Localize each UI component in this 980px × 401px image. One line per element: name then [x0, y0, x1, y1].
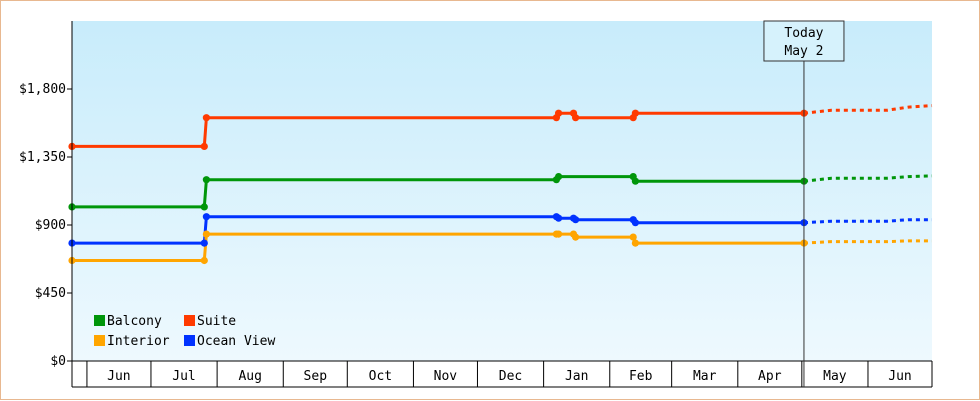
data-point-suite[interactable]	[200, 142, 208, 150]
data-point-balcony[interactable]	[202, 176, 210, 184]
data-point-ocean-view[interactable]	[202, 213, 210, 221]
data-point-balcony[interactable]	[555, 173, 563, 181]
legend-swatch-ocean-view[interactable]	[184, 335, 195, 346]
legend-swatch-interior[interactable]	[94, 335, 105, 346]
legend-label-ocean-view[interactable]: Ocean View	[197, 334, 275, 349]
axes: $0 $450 $900 $1,350 $1,800 Jun Jul Aug Sep Oct Nov…	[19, 21, 933, 388]
data-point-balcony[interactable]	[200, 203, 208, 211]
legend-label-interior[interactable]: Interior	[107, 334, 170, 349]
x-tick-label: Sep	[304, 369, 328, 384]
today-marker: Today May 2	[763, 20, 845, 387]
forecast-line-interior	[803, 239, 932, 245]
data-point-interior[interactable]	[629, 233, 637, 241]
y-tick-label: $1,350	[19, 150, 66, 165]
x-tick-label: Apr	[758, 369, 782, 384]
data-point-balcony[interactable]	[631, 177, 640, 185]
data-point-ocean-view[interactable]	[200, 239, 208, 247]
y-tick-label: $900	[35, 218, 66, 233]
data-point-suite[interactable]	[555, 109, 563, 117]
data-point-ocean-view[interactable]	[555, 214, 563, 222]
forecast-lines	[803, 104, 933, 245]
x-tick-label: Jan	[565, 369, 588, 384]
data-point-ocean-view[interactable]	[631, 219, 640, 227]
data-point-interior[interactable]	[202, 230, 210, 238]
data-point-interior[interactable]	[631, 239, 640, 247]
legend-swatch-balcony[interactable]	[94, 315, 105, 326]
data-point-ocean-view[interactable]	[572, 216, 580, 224]
data-points	[68, 109, 808, 265]
x-tick-label: May	[823, 369, 847, 384]
data-point-suite[interactable]	[572, 114, 580, 122]
data-point-interior[interactable]	[555, 230, 563, 238]
x-tick-label: Dec	[499, 369, 522, 384]
legend-swatch-suite[interactable]	[184, 315, 195, 326]
legend-label-balcony[interactable]: Balcony	[107, 314, 162, 329]
x-tick-label: Jun	[888, 369, 911, 384]
x-tick-label: Aug	[238, 369, 261, 384]
x-tick-label: Jul	[172, 369, 195, 384]
y-tick-label: $0	[50, 354, 66, 369]
forecast-line-suite	[803, 104, 933, 115]
x-tick-label: Nov	[434, 369, 458, 384]
x-tick-label: Feb	[629, 369, 653, 384]
plot-area	[72, 21, 932, 361]
y-tick-label: $1,800	[19, 82, 66, 97]
legend-label-suite[interactable]: Suite	[197, 314, 236, 329]
data-point-interior[interactable]	[572, 233, 580, 241]
x-tick-label: Mar	[693, 369, 717, 384]
x-tick-label: Oct	[369, 369, 392, 384]
legend: Balcony Suite Interior Ocean View	[94, 314, 275, 349]
forecast-line-balcony	[803, 174, 933, 183]
x-tick-label: Jun	[107, 369, 130, 384]
data-point-suite[interactable]	[631, 109, 640, 117]
today-label: Today	[784, 26, 823, 41]
data-point-suite[interactable]	[202, 114, 210, 122]
data-point-interior[interactable]	[200, 256, 208, 265]
today-box	[763, 20, 845, 62]
forecast-line-ocean-view	[803, 218, 932, 225]
today-date: May 2	[784, 44, 823, 59]
y-tick-label: $450	[35, 286, 66, 301]
